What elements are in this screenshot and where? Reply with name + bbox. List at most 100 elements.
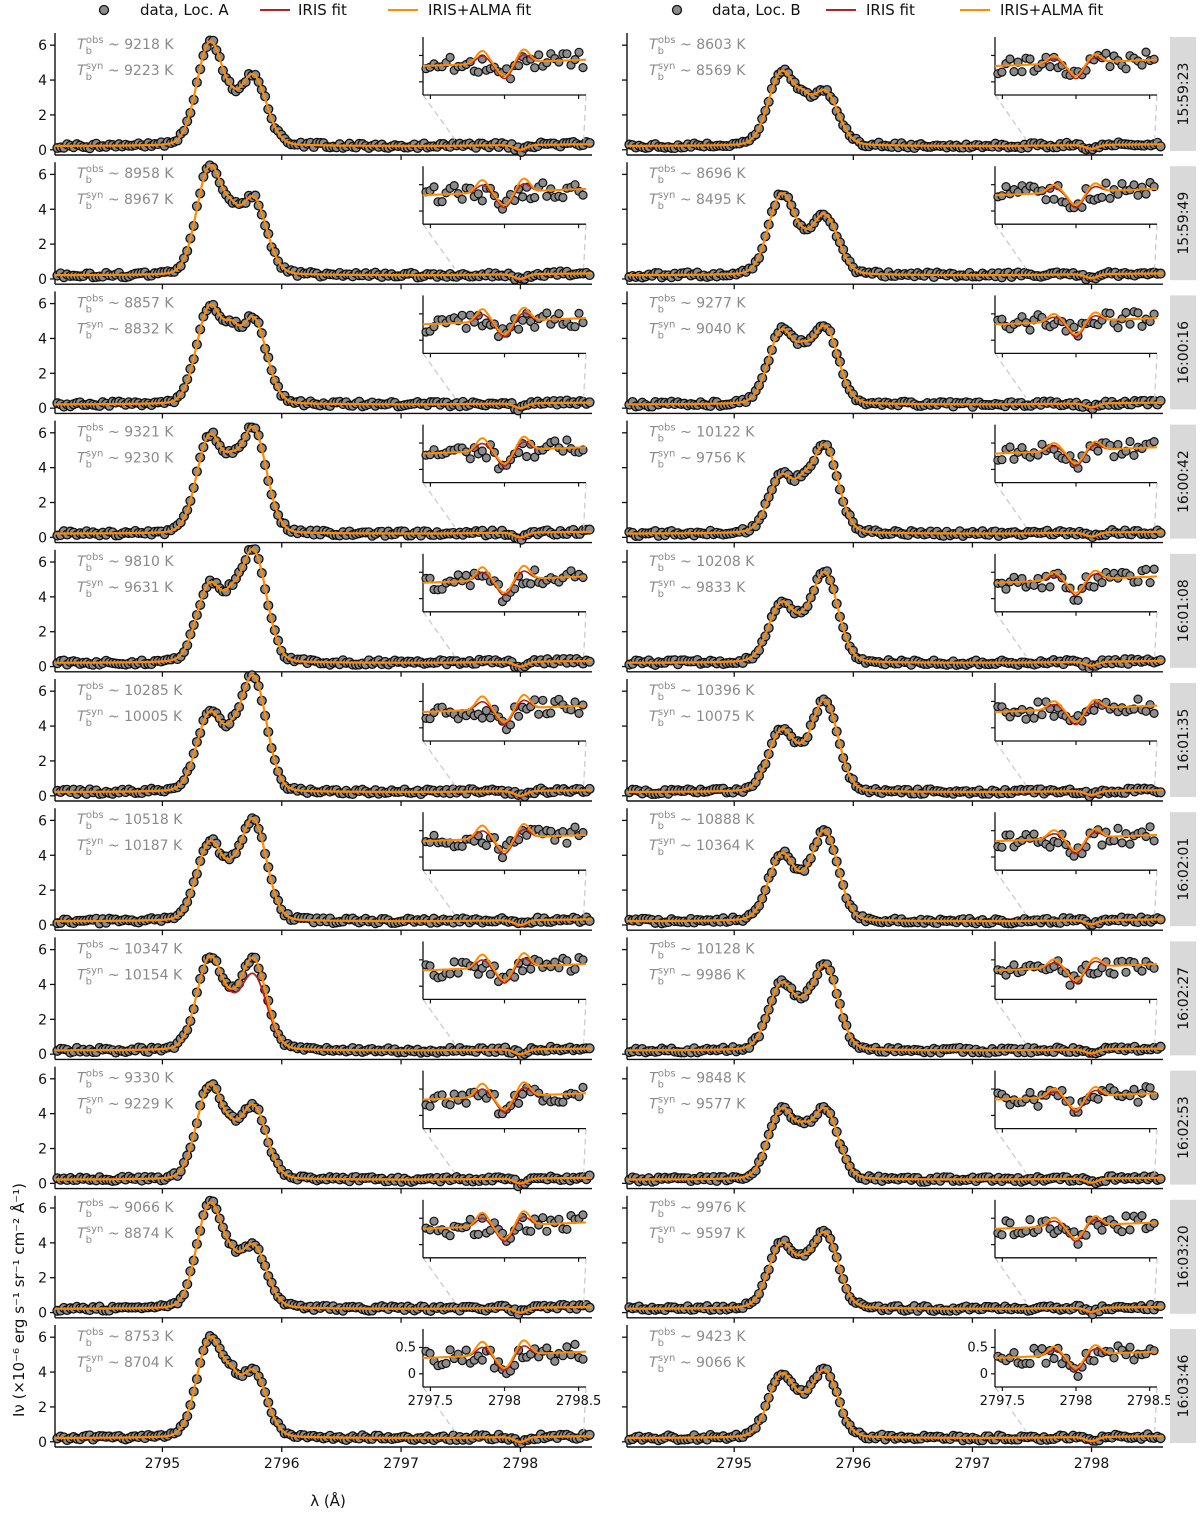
inset-connector-left xyxy=(423,224,455,268)
inset-data-point xyxy=(543,59,551,67)
tb-syn-label: Tbsyn ~ 10075 K xyxy=(649,707,755,729)
inset-data-point xyxy=(1038,711,1046,719)
inset-data-point xyxy=(450,958,458,966)
inset-connector-left xyxy=(995,999,1026,1043)
inset-data-point xyxy=(1110,453,1118,461)
inset-data-point xyxy=(535,51,543,59)
tb-syn-label: Tbsyn ~ 9229 K xyxy=(77,1095,174,1117)
iris-fit-line xyxy=(55,818,592,926)
inset-data-point xyxy=(426,1226,434,1234)
iris-fit-line xyxy=(627,71,1163,150)
legend-left-data-label: data, Loc. A xyxy=(140,1,229,19)
x-tick-label: 2798 xyxy=(503,1456,539,1472)
inset-data-point xyxy=(1098,841,1106,849)
legend-left-iris-label: IRIS fit xyxy=(298,1,347,19)
y-tick-label: 2 xyxy=(38,1142,47,1158)
inset-x-tick-label: 2798.5 xyxy=(556,1394,602,1409)
inset-data-point xyxy=(1146,579,1154,587)
inset-data-point xyxy=(430,1217,438,1225)
inset-data-point xyxy=(543,1344,551,1352)
iris-fit-line xyxy=(55,41,592,150)
inset-data-point xyxy=(458,195,466,203)
inset-data-point xyxy=(1122,1212,1130,1220)
inset-connector-right xyxy=(1155,612,1157,656)
y-tick-label: 6 xyxy=(38,684,47,700)
inset-x-tick-label: 2797.5 xyxy=(408,1394,454,1409)
inset-data-point xyxy=(1050,195,1058,203)
inset-data-point xyxy=(1150,565,1158,573)
inset-data-point xyxy=(515,1099,523,1107)
inset-data-point xyxy=(442,1359,450,1367)
inset-data-point xyxy=(1142,833,1150,841)
inset-panel xyxy=(419,425,587,527)
inset-data-points xyxy=(422,823,587,862)
y-tick-label: 2 xyxy=(38,625,47,641)
inset-data-point xyxy=(575,309,583,317)
inset-data-point xyxy=(454,969,462,977)
inset-panel xyxy=(991,941,1158,1043)
inset-connector-right xyxy=(584,999,586,1043)
y-tick-label: 4 xyxy=(38,1365,47,1381)
inset-data-point xyxy=(1150,310,1158,318)
x-tick-label: 2797 xyxy=(383,1456,419,1472)
inset-panel xyxy=(419,166,587,268)
tb-obs-label: Tbobs ~ 9976 K xyxy=(649,1198,746,1220)
tb-obs-label: Tbobs ~ 9848 K xyxy=(649,1069,746,1091)
inset-data-points xyxy=(422,1340,587,1377)
tb-obs-label: Tbobs ~ 10347 K xyxy=(77,939,183,961)
inset-data-point xyxy=(1074,596,1082,604)
inset-data-point xyxy=(575,48,583,56)
inset-data-point xyxy=(531,194,539,202)
inset-data-point xyxy=(1002,183,1010,191)
inset-connector-right xyxy=(584,224,586,268)
y-tick-label: 6 xyxy=(38,426,47,442)
inset-data-point xyxy=(1134,578,1142,586)
tb-obs-label: Tbobs ~ 8753 K xyxy=(77,1327,174,1349)
inset-data-point xyxy=(1110,837,1118,845)
tb-syn-label: Tbsyn ~ 9986 K xyxy=(649,965,746,987)
y-tick-label: 4 xyxy=(38,461,47,477)
inset-data-point xyxy=(1134,309,1142,317)
inset-data-point xyxy=(486,970,494,978)
y-tick-label: 6 xyxy=(38,297,47,313)
inset-data-point xyxy=(579,1211,587,1219)
inset-data-points xyxy=(994,957,1158,989)
y-tick-label: 0 xyxy=(38,1176,47,1192)
y-tick-label: 6 xyxy=(38,38,47,54)
inset-data-point xyxy=(579,191,587,199)
tb-obs-label: Tbobs ~ 10396 K xyxy=(649,681,755,703)
y-tick-label: 4 xyxy=(38,848,47,864)
inset-data-point xyxy=(1094,1095,1102,1103)
inset-y-tick-label: 0.5 xyxy=(395,1340,416,1355)
inset-data-point xyxy=(1150,438,1158,446)
iris-alma-fit-line xyxy=(627,1108,1163,1183)
inset-x-tick-label: 2798 xyxy=(488,1394,521,1409)
tb-syn-label: Tbsyn ~ 8704 K xyxy=(77,1353,174,1375)
inset-data-point xyxy=(1002,585,1010,593)
inset-data-point xyxy=(1118,839,1126,847)
iris-fit-line xyxy=(55,1337,592,1443)
data-point xyxy=(585,271,594,280)
inset-data-point xyxy=(1146,701,1154,709)
y-tick-label: 0 xyxy=(38,1047,47,1063)
legend-right-alma-label: IRIS+ALMA fit xyxy=(1000,1,1103,19)
inset-data-point xyxy=(426,574,434,582)
inset-connector-left xyxy=(423,483,455,527)
inset-data-point xyxy=(535,710,543,718)
y-tick-label: 2 xyxy=(38,1400,47,1416)
inset-data-point xyxy=(547,709,555,717)
tb-syn-label: Tbsyn ~ 9040 K xyxy=(649,319,746,341)
inset-panel xyxy=(419,295,587,397)
inset-data-point xyxy=(1122,65,1130,73)
y-tick-label: 6 xyxy=(38,167,47,183)
y-tick-label: 6 xyxy=(38,1330,47,1346)
